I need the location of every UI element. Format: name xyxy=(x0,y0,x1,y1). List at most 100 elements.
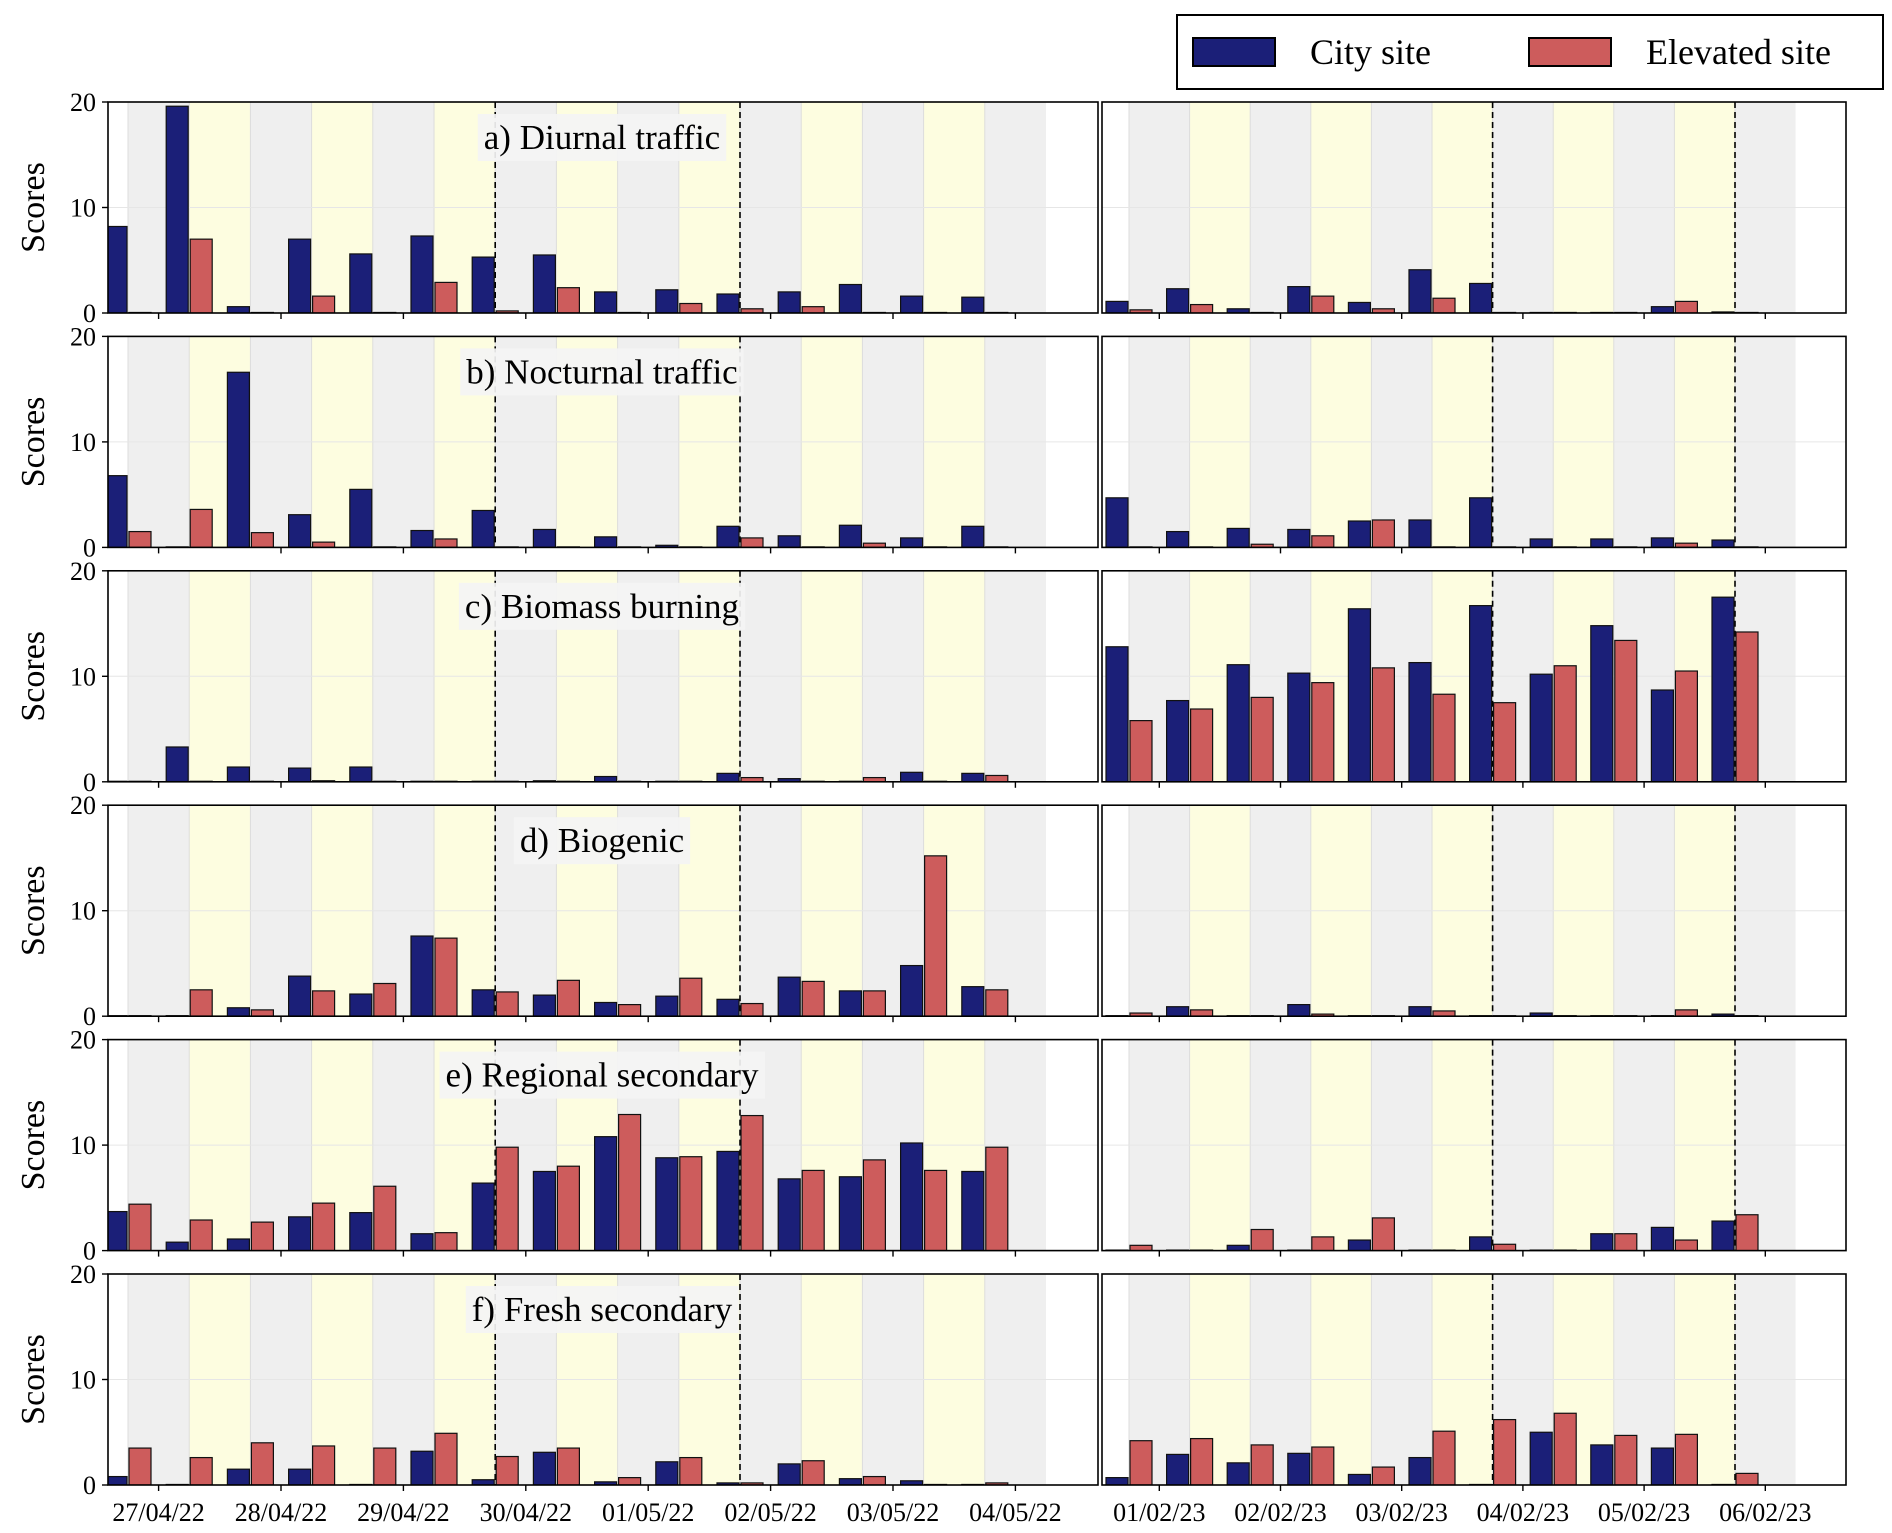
bar-city xyxy=(1590,1444,1614,1485)
bar-elevated xyxy=(556,1447,581,1485)
bar-elevated xyxy=(1553,665,1577,782)
bar-elevated xyxy=(312,295,336,313)
plot-area xyxy=(1102,1274,1846,1485)
bar-elevated xyxy=(495,310,519,313)
bar-city xyxy=(716,1150,740,1251)
bar-elevated xyxy=(250,1009,274,1017)
bar-elevated xyxy=(985,989,1009,1017)
plot-area xyxy=(1102,1039,1846,1251)
bar-city xyxy=(1105,646,1129,782)
bar-elevated xyxy=(985,1482,1009,1485)
bar-city xyxy=(1105,1477,1129,1485)
y-tick-label: 20 xyxy=(70,322,96,351)
bar-elevated xyxy=(373,1447,397,1485)
bar-elevated xyxy=(1129,720,1153,782)
bar-city xyxy=(1226,664,1250,782)
bar-elevated xyxy=(1311,1236,1335,1251)
bar-city xyxy=(1711,1220,1735,1251)
bar-city xyxy=(1347,520,1372,548)
bar-city xyxy=(838,1176,863,1251)
bar-city xyxy=(108,225,128,313)
bar-elevated xyxy=(189,238,213,313)
plot-area xyxy=(1102,102,1846,313)
bar-city xyxy=(1347,1239,1372,1251)
bar-elevated xyxy=(679,977,703,1017)
x-tick-label: 04/02/23 xyxy=(1477,1498,1569,1527)
bar-city xyxy=(349,1212,373,1251)
bar-city xyxy=(288,1468,312,1485)
bar-elevated xyxy=(312,990,336,1017)
bar-elevated xyxy=(1250,696,1274,782)
bar-city xyxy=(1468,282,1493,313)
bar-elevated xyxy=(189,1219,213,1251)
legend-label-city: City site xyxy=(1310,32,1432,72)
axes-frame xyxy=(1101,804,1847,1018)
bar-elevated xyxy=(250,532,274,548)
bar-city xyxy=(899,1480,924,1485)
bar-elevated xyxy=(1614,1434,1638,1485)
bar-city xyxy=(1165,288,1190,313)
bar-elevated xyxy=(1250,1228,1274,1251)
bar-elevated xyxy=(312,1445,336,1485)
panel-f-winter: 01/02/23 02/02/23 03/02/23 04/02/23 05/02/23… xyxy=(1101,1273,1847,1527)
x-tick-label: 03/05/22 xyxy=(847,1498,939,1527)
legend-swatch-city xyxy=(1192,37,1276,67)
panel-f-spring: 27/04/22 28/04/22 29/04/22 30/04/22 01/05/22… xyxy=(15,1260,1099,1527)
bar-city xyxy=(838,283,863,313)
bar-city xyxy=(716,998,740,1017)
y-tick-label: 10 xyxy=(70,1366,96,1395)
bar-city xyxy=(961,772,985,782)
bar-city xyxy=(593,536,618,548)
bar-elevated xyxy=(679,1156,703,1251)
bar-elevated xyxy=(862,776,887,782)
y-tick-label: 10 xyxy=(70,194,96,223)
bar-city xyxy=(288,238,312,313)
bar-elevated xyxy=(1311,1013,1335,1017)
bar-elevated xyxy=(1250,1444,1274,1485)
panel-title-background xyxy=(439,1051,765,1099)
bar-city xyxy=(1408,1456,1432,1485)
bar-city xyxy=(961,296,985,313)
bar-elevated xyxy=(679,1456,703,1485)
bar-city xyxy=(961,1170,985,1251)
bar-city xyxy=(1347,301,1372,313)
panel-d-winter xyxy=(1101,804,1847,1023)
bar-elevated xyxy=(1492,1243,1517,1251)
bar-city xyxy=(1287,672,1311,782)
y-tick-label: 20 xyxy=(70,791,96,820)
bar-city xyxy=(1590,625,1614,782)
bar-city xyxy=(961,986,985,1017)
bar-city xyxy=(1287,1452,1311,1485)
bar-city xyxy=(1650,689,1675,782)
bar-city xyxy=(226,1007,250,1017)
bar-city xyxy=(716,525,740,548)
bar-elevated xyxy=(556,1165,581,1251)
bar-elevated xyxy=(985,774,1009,782)
bar-elevated xyxy=(1492,702,1517,782)
plot-area xyxy=(1102,805,1846,1017)
bar-city xyxy=(716,1482,740,1485)
bar-city xyxy=(593,775,618,782)
bar-elevated xyxy=(1492,1418,1517,1485)
bar-elevated xyxy=(1674,300,1699,313)
x-tick-label: 06/02/23 xyxy=(1719,1498,1811,1527)
bar-elevated xyxy=(250,1221,274,1251)
bar-elevated xyxy=(1311,1446,1335,1485)
bar-city xyxy=(1165,699,1190,782)
bar-city xyxy=(777,291,801,313)
bar-city xyxy=(349,253,373,313)
bar-city xyxy=(899,771,924,782)
bar-city xyxy=(532,254,557,313)
bar-city xyxy=(655,995,679,1017)
bar-city xyxy=(1590,538,1614,548)
bar-elevated xyxy=(1735,1472,1759,1485)
bar-city xyxy=(1408,519,1432,548)
y-tick-label: 20 xyxy=(70,1260,96,1289)
bar-elevated xyxy=(556,287,581,313)
panel-a-winter xyxy=(1101,101,1847,319)
bar-elevated xyxy=(617,1477,642,1485)
bar-elevated xyxy=(1129,1440,1153,1485)
bar-elevated xyxy=(1189,1009,1214,1017)
bar-elevated xyxy=(495,1146,519,1251)
